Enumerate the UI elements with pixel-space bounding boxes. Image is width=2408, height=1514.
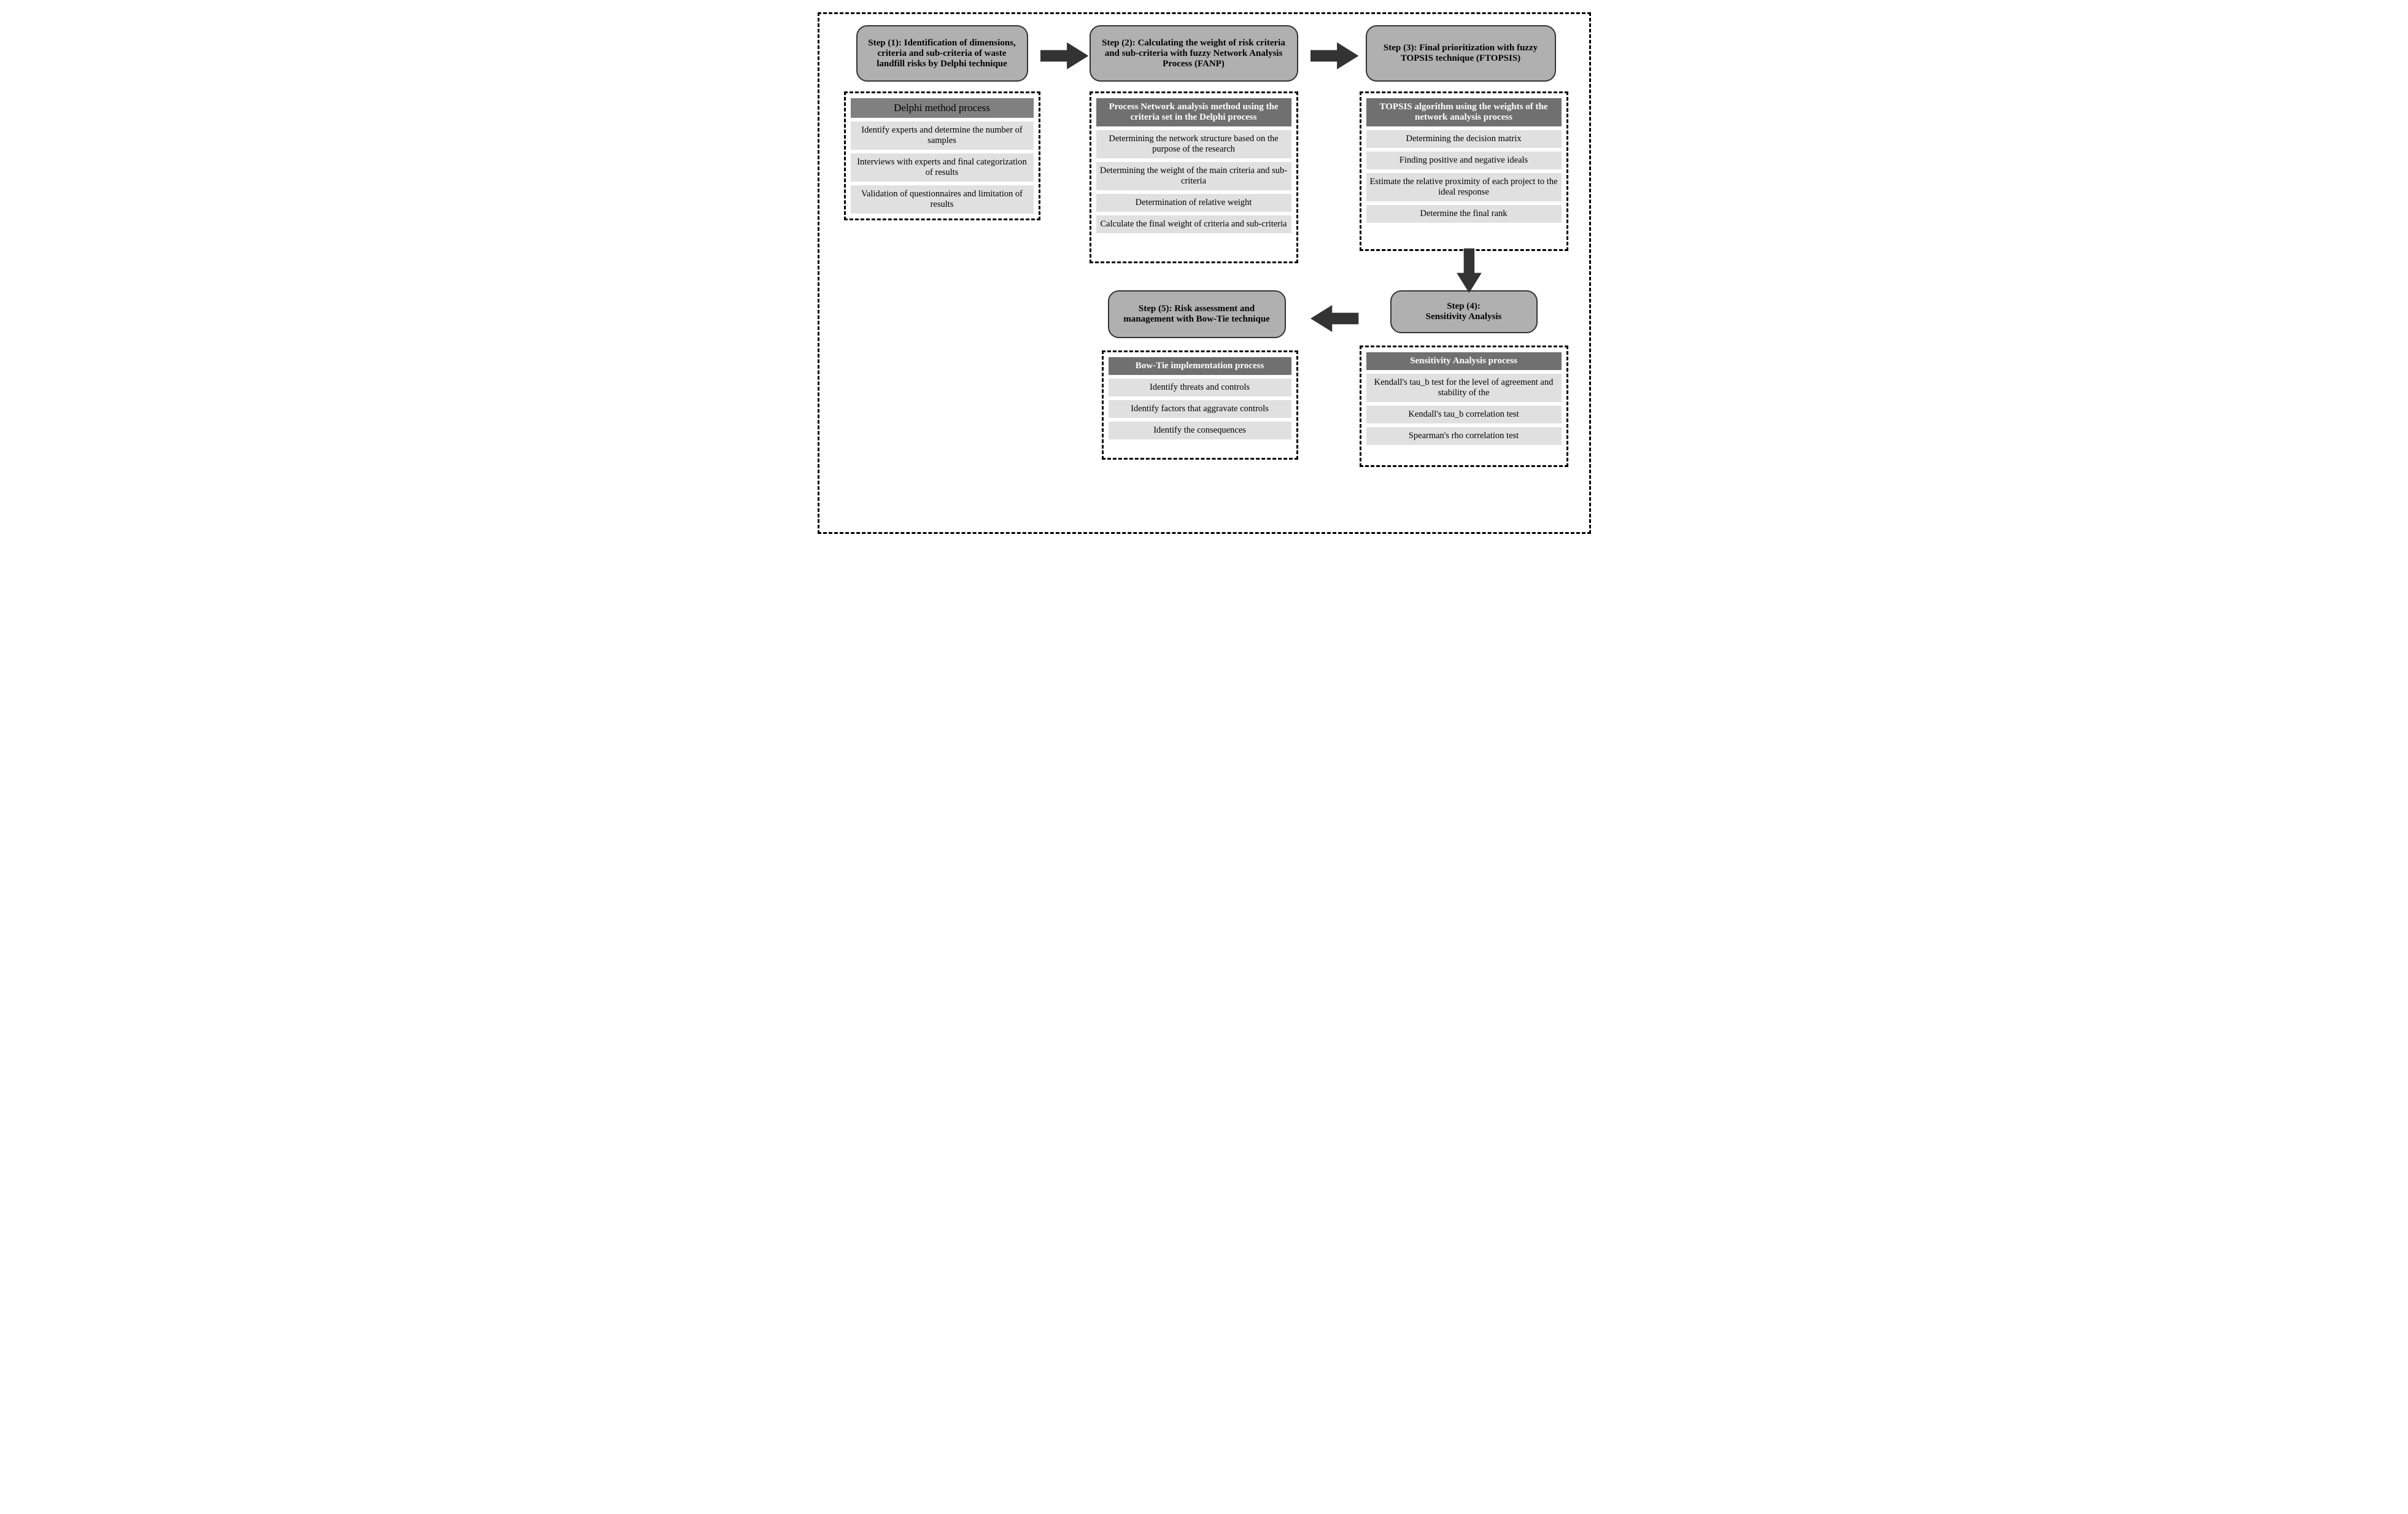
arrow-a23	[1310, 39, 1358, 76]
panel-s3: TOPSIS algorithm using the weights of th…	[1360, 91, 1568, 251]
panel-header: Delphi method process	[851, 98, 1034, 118]
panel-header: Bow-Tie implementation process	[1109, 357, 1291, 375]
panel-s1: Delphi method process Identify experts an…	[844, 91, 1040, 220]
panel-item: Finding positive and negative ideals	[1366, 152, 1562, 169]
panel-item: Identify threats and controls	[1109, 379, 1291, 396]
panel-s5: Bow-Tie implementation process Identify t…	[1102, 350, 1298, 460]
panel-item: Determine the final rank	[1366, 205, 1562, 223]
step-title: Step (3): Final prioritization with fuzz…	[1374, 43, 1547, 64]
panel-item: Identify factors that aggravate controls	[1109, 400, 1291, 418]
arrow-a12	[1040, 39, 1088, 76]
panel-item: Kendall's tau_b correlation test	[1366, 406, 1562, 423]
step-box-s2: Step (2): Calculating the weight of risk…	[1090, 25, 1298, 82]
panel-item: Determination of relative weight	[1096, 194, 1291, 212]
arrow-a45	[1310, 301, 1358, 339]
flowchart-canvas: Step (1): Identification of dimensions, …	[818, 12, 1591, 534]
panel-s4: Sensitivity Analysis process Kendall's ta…	[1360, 346, 1568, 467]
panel-item: Spearman's rho correlation test	[1366, 427, 1562, 445]
step-title: Step (2): Calculating the weight of risk…	[1098, 38, 1290, 69]
step-box-s3: Step (3): Final prioritization with fuzz…	[1366, 25, 1556, 82]
panel-item: Identify experts and determine the numbe…	[851, 122, 1034, 150]
panel-item: Validation of questionnaires and limitat…	[851, 185, 1034, 214]
panel-item: Kendall's tau_b test for the level of ag…	[1366, 374, 1562, 402]
step-title: Step (5): Risk assessment and management…	[1117, 304, 1277, 325]
panel-item: Determining the decision matrix	[1366, 130, 1562, 148]
step-box-s4: Step (4): Sensitivity Analysis	[1390, 290, 1538, 333]
arrow-a34	[1447, 255, 1492, 290]
step-box-s1: Step (1): Identification of dimensions, …	[856, 25, 1028, 82]
panel-item: Estimate the relative proximity of each …	[1366, 173, 1562, 201]
panel-item: Calculate the final weight of criteria a…	[1096, 215, 1291, 233]
step-box-s5: Step (5): Risk assessment and management…	[1108, 290, 1286, 338]
panel-item: Interviews with experts and final catego…	[851, 153, 1034, 182]
panel-item: Determining the network structure based …	[1096, 130, 1291, 158]
panel-header: Sensitivity Analysis process	[1366, 352, 1562, 370]
panel-item: Determining the weight of the main crite…	[1096, 162, 1291, 190]
step-title: Step (1): Identification of dimensions, …	[865, 38, 1020, 69]
panel-header: TOPSIS algorithm using the weights of th…	[1366, 98, 1562, 126]
panel-item: Identify the consequences	[1109, 422, 1291, 439]
panel-header: Process Network analysis method using th…	[1096, 98, 1291, 126]
panel-s2: Process Network analysis method using th…	[1090, 91, 1298, 263]
step-title: Step (4): Sensitivity Analysis	[1426, 301, 1502, 322]
